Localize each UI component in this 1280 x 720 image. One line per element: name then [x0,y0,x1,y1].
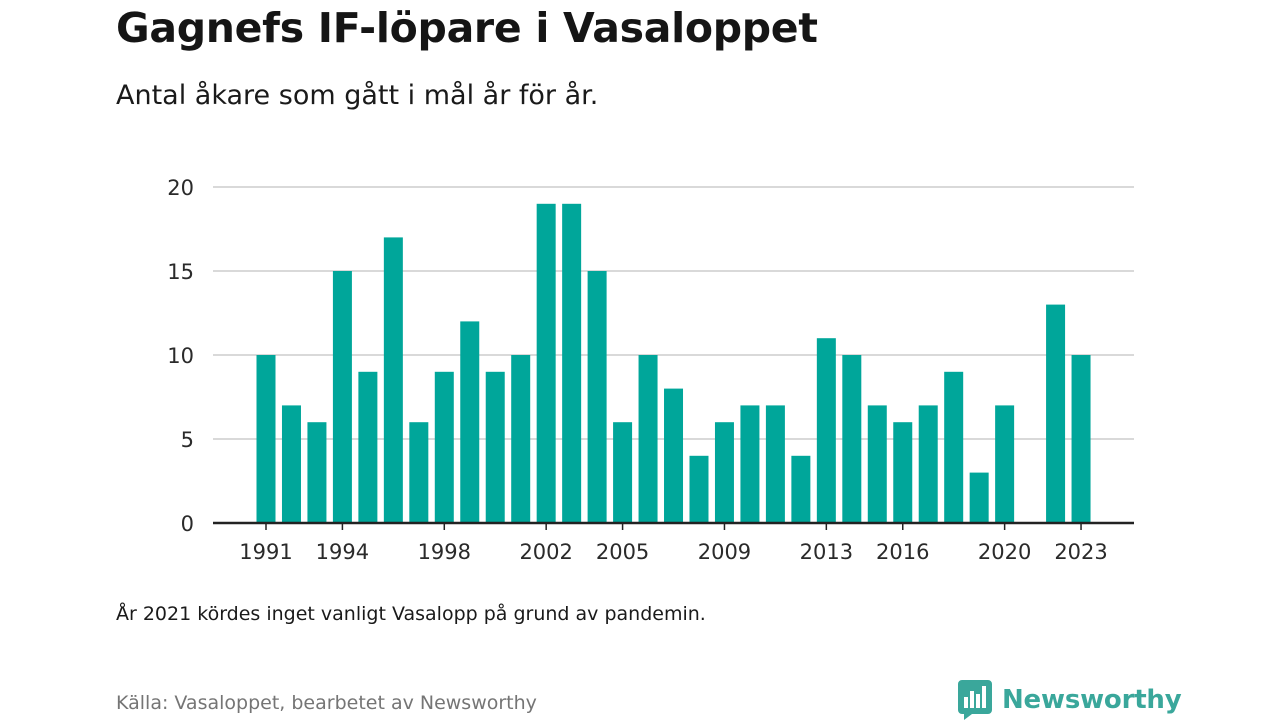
x-tick-label: 2009 [698,540,751,564]
bar-1997 [409,422,429,523]
brand-logo: Newsworthy [958,680,1182,720]
x-tick-label: 1994 [316,540,369,564]
newsworthy-logo-icon [958,680,992,720]
x-tick-label: 2020 [978,540,1031,564]
bar-2017 [918,405,938,523]
bar-2006 [638,355,658,523]
bar-1999 [460,321,480,523]
y-tick-label: 15 [167,260,194,284]
bar-1996 [383,237,403,523]
bar-2022 [1046,304,1066,523]
bars [256,203,1091,524]
bar-1992 [281,405,301,523]
bar-2007 [664,388,684,523]
chart-title: Gagnefs IF-löpare i Vasaloppet [116,4,818,52]
bar-2015 [867,405,887,523]
x-tick-label: 2002 [519,540,572,564]
bar-2000 [485,371,505,523]
bar-1991 [256,355,276,523]
axes [213,521,1134,530]
x-tick-label: 2016 [876,540,929,564]
bar-2008 [689,455,709,523]
bar-2013 [816,338,836,523]
source-text: Källa: Vasaloppet, bearbetet av Newswort… [116,692,537,714]
bar-2003 [562,203,582,524]
footnote: År 2021 kördes inget vanligt Vasalopp på… [116,603,706,625]
bar-2020 [995,405,1015,523]
bar-2014 [842,355,862,523]
bar-1993 [307,422,327,523]
bar-2009 [714,422,734,523]
bar-2001 [511,355,531,523]
x-tick-label: 1998 [418,540,471,564]
bar-1998 [434,371,454,523]
bar-2004 [587,271,607,523]
bar-2005 [613,422,633,523]
bar-2023 [1071,355,1091,523]
bar-2016 [893,422,913,523]
bar-2018 [944,371,964,523]
bar-2011 [765,405,785,523]
y-tick-label: 5 [181,428,194,452]
y-tick-label: 20 [167,176,194,200]
x-tick-label: 2013 [800,540,853,564]
tick-labels: 0 5 10 15 20 1991 1994 1998 2002 2005 2009 2013 2016… [167,176,1108,564]
bar-2012 [791,455,811,523]
bar-1995 [358,371,378,523]
bar-chart: 0 5 10 15 20 1991 1994 1998 2002 2005 2009 2013 2016… [167,176,1134,564]
x-tick-label: 2023 [1054,540,1107,564]
y-tick-label: 10 [167,344,194,368]
chart-subtitle: Antal åkare som gått i mål år för år. [116,80,599,111]
bar-2010 [740,405,760,523]
y-tick-label: 0 [181,512,194,536]
bar-2002 [536,203,556,524]
bar-2019 [969,472,989,523]
bar-1994 [332,271,352,523]
brand-name: Newsworthy [1002,685,1182,715]
x-tick-label: 1991 [239,540,292,564]
x-tick-label: 2005 [596,540,649,564]
